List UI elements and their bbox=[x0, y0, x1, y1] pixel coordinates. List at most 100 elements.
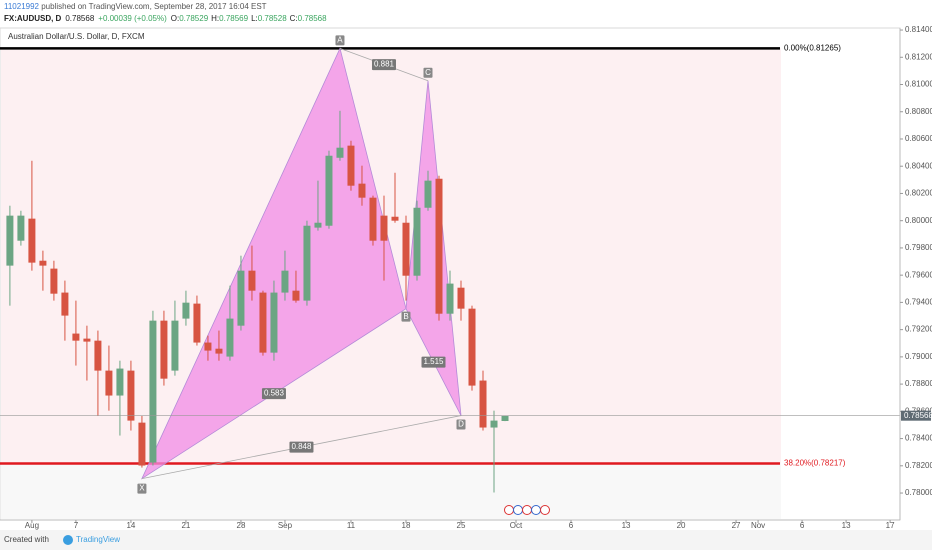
candle-body bbox=[61, 292, 69, 316]
candle-body bbox=[446, 283, 454, 314]
y-tick-label: 0.79200 bbox=[905, 325, 932, 334]
candle-body bbox=[72, 333, 80, 341]
x-tick-label: Nov bbox=[751, 521, 765, 530]
candle-body bbox=[50, 268, 58, 294]
candle-body bbox=[479, 380, 487, 428]
x-tick-label: Aug bbox=[25, 521, 39, 530]
event-icon[interactable] bbox=[504, 505, 514, 515]
candle-body bbox=[336, 147, 344, 158]
candle-body bbox=[226, 318, 234, 357]
x-tick-label: 13 bbox=[842, 521, 851, 530]
y-tick-label: 0.80400 bbox=[905, 161, 932, 170]
point-box bbox=[401, 311, 411, 322]
change: +0.00039 (+0.05%) bbox=[98, 14, 167, 23]
x-tick-label: 27 bbox=[732, 521, 741, 530]
x-tick-label: 25 bbox=[457, 521, 466, 530]
h-value: 0.78569 bbox=[219, 14, 248, 23]
ratio-box bbox=[289, 441, 314, 453]
y-tick-label: 0.78000 bbox=[905, 488, 932, 497]
candle-body bbox=[402, 222, 410, 276]
point-label: C bbox=[425, 68, 431, 77]
x-tick-label: 18 bbox=[402, 521, 411, 530]
last-price-tag bbox=[901, 410, 931, 421]
last-price-tag-label: 0.78568 bbox=[904, 411, 932, 420]
event-icon[interactable] bbox=[540, 505, 550, 515]
tv-logo bbox=[63, 535, 73, 545]
c-value: 0.78568 bbox=[298, 14, 327, 23]
event-icon[interactable] bbox=[513, 505, 523, 515]
footer-bar bbox=[0, 530, 932, 550]
candle-body bbox=[369, 197, 377, 241]
candle-body bbox=[116, 368, 124, 396]
l-value: 0.78528 bbox=[258, 14, 287, 23]
y-tick-label: 0.79800 bbox=[905, 243, 932, 252]
ratio-label: 0.881 bbox=[374, 60, 395, 69]
candle-body bbox=[490, 420, 498, 428]
candle-body bbox=[6, 215, 14, 266]
y-tick-label: 0.78400 bbox=[905, 434, 932, 443]
candle-body bbox=[204, 342, 212, 351]
point-label: A bbox=[337, 36, 343, 45]
point-box bbox=[137, 483, 147, 494]
x-tick-label: 6 bbox=[569, 521, 574, 530]
x-tick-label: 13 bbox=[622, 521, 631, 530]
x-tick-label: 20 bbox=[677, 521, 686, 530]
symbol-line: FX:AUDUSD, D 0.78568 +0.00039 (+0.05%) O:0.… bbox=[4, 14, 327, 23]
candle-body bbox=[325, 155, 333, 226]
y-tick-label: 0.79600 bbox=[905, 270, 932, 279]
candle-body bbox=[171, 320, 179, 371]
y-tick-label: 0.79400 bbox=[905, 298, 932, 307]
footer-brand[interactable]: TradingView bbox=[76, 535, 120, 544]
o-label: O: bbox=[171, 14, 179, 23]
point-label: D bbox=[458, 420, 464, 429]
candle-body bbox=[248, 270, 256, 291]
x-tick-label: Sep bbox=[278, 521, 293, 530]
candle-body bbox=[270, 292, 278, 353]
candle-body bbox=[182, 302, 190, 319]
x-tick-label: 21 bbox=[181, 521, 190, 530]
candle-body bbox=[149, 320, 157, 463]
ratio-label: 0.848 bbox=[291, 442, 312, 451]
candle-body bbox=[215, 348, 223, 354]
candle-body bbox=[237, 270, 245, 326]
fib-label: 0.00%(0.81265) bbox=[784, 44, 841, 53]
candle-body bbox=[457, 287, 465, 309]
event-icon[interactable] bbox=[531, 505, 541, 515]
candle-body bbox=[347, 145, 355, 186]
last-price: 0.78568 bbox=[65, 14, 94, 23]
y-tick-label: 0.78200 bbox=[905, 461, 932, 470]
x-tick-label: 17 bbox=[886, 521, 895, 530]
ratio-box bbox=[421, 356, 446, 368]
footer-created: Created with bbox=[4, 535, 49, 544]
event-icon[interactable] bbox=[522, 505, 532, 515]
x-tick-label: 28 bbox=[237, 521, 246, 530]
candle-body bbox=[314, 222, 322, 228]
candle-body bbox=[391, 216, 399, 221]
candle-body bbox=[303, 225, 311, 301]
candle-body bbox=[358, 183, 366, 198]
chart-title: Australian Dollar/U.S. Dollar, D, FXCM bbox=[8, 32, 145, 41]
y-tick-label: 0.80600 bbox=[905, 134, 932, 143]
ratio-box bbox=[371, 59, 396, 71]
candle-body bbox=[28, 218, 36, 263]
y-tick-label: 0.78800 bbox=[905, 379, 932, 388]
y-tick-label: 0.81400 bbox=[905, 25, 932, 34]
candle-body bbox=[39, 260, 47, 266]
author[interactable]: 11021992 bbox=[4, 2, 40, 11]
publish-line: 11021992 published on TradingView.com, S… bbox=[4, 2, 267, 11]
ratio-label: 0.583 bbox=[264, 389, 285, 398]
candle-body bbox=[468, 308, 476, 386]
x-tick-label: Oct bbox=[510, 521, 523, 530]
y-tick-label: 0.80200 bbox=[905, 189, 932, 198]
candle-body bbox=[193, 303, 201, 343]
l-label: L: bbox=[251, 14, 258, 23]
candle-body bbox=[127, 370, 135, 421]
point-box bbox=[456, 419, 466, 430]
y-tick-label: 0.79000 bbox=[905, 352, 932, 361]
y-tick-label: 0.80800 bbox=[905, 107, 932, 116]
candle-body bbox=[292, 290, 300, 301]
point-box bbox=[423, 67, 433, 78]
c-label: C: bbox=[290, 14, 298, 23]
